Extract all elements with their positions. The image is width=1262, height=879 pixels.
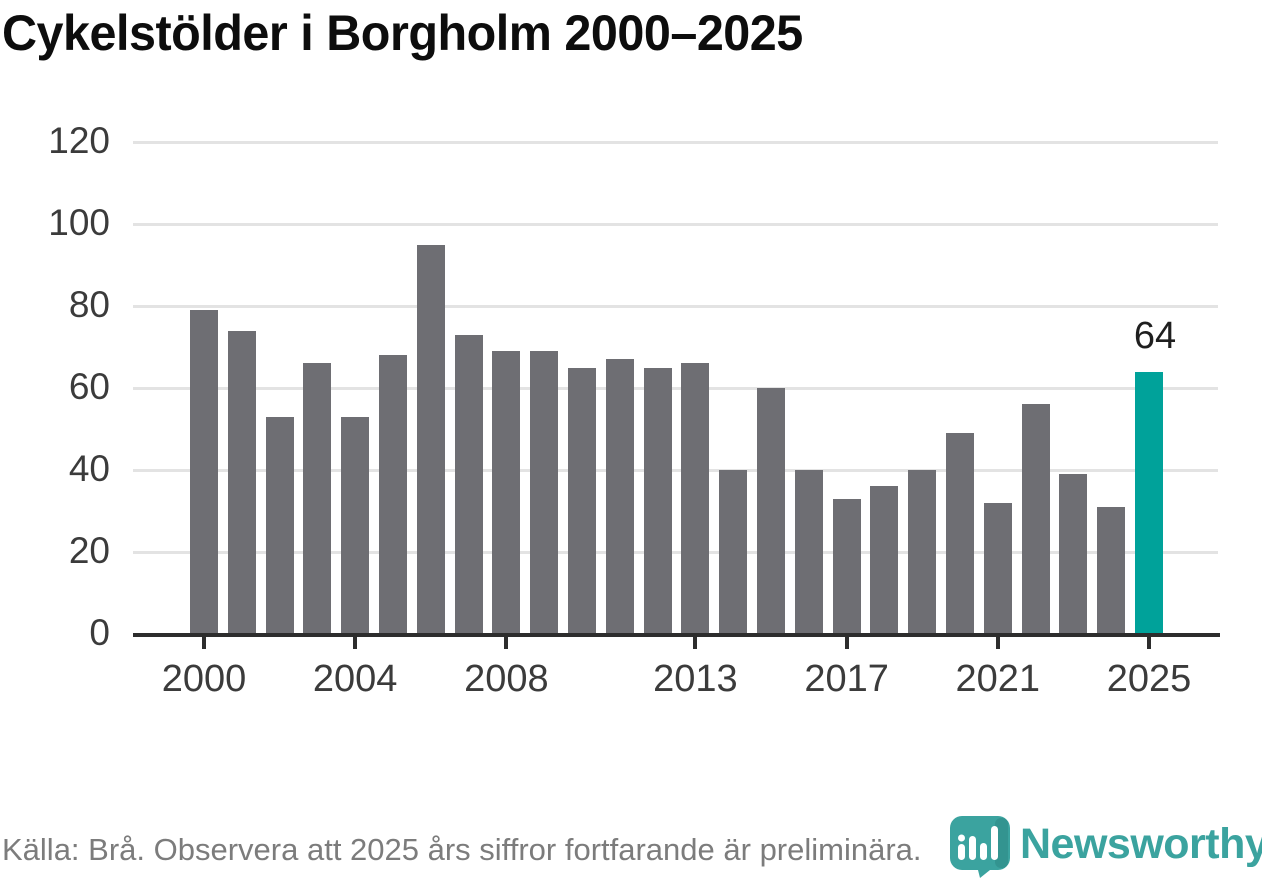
y-axis-label-120: 120 xyxy=(48,120,110,161)
bar-2008 xyxy=(492,351,521,635)
newsworthy-pin-icon xyxy=(948,814,1012,878)
gridline-100 xyxy=(133,223,1218,226)
bar-2011 xyxy=(605,359,634,635)
y-axis-label-80: 80 xyxy=(68,284,110,325)
x-axis-line xyxy=(133,633,1220,637)
y-axis-label-0: 0 xyxy=(89,612,110,653)
x-axis-label-2013: 2013 xyxy=(653,658,738,700)
gridline-20 xyxy=(133,551,1218,554)
bar-2014 xyxy=(719,470,748,635)
x-axis-label-2017: 2017 xyxy=(804,658,889,700)
x-axis-label-2004: 2004 xyxy=(312,658,398,700)
bar-2024 xyxy=(1097,506,1126,635)
gridline-120 xyxy=(133,141,1218,145)
bar-2000 xyxy=(190,310,218,635)
y-axis-label-60: 60 xyxy=(68,366,110,407)
gridline-40 xyxy=(133,469,1218,472)
bar-2004 xyxy=(341,416,370,635)
bar-2025 xyxy=(1135,371,1163,635)
source-note: Källa: Brå. Observera att 2025 års siffr… xyxy=(2,832,922,867)
bar-2019 xyxy=(908,470,937,635)
bar-2005 xyxy=(379,355,407,635)
plot-area xyxy=(133,141,1220,635)
x-axis-label-2000: 2000 xyxy=(161,658,247,700)
bar-2002 xyxy=(265,416,294,635)
bar-2009 xyxy=(530,351,559,635)
newsworthy-logo: Newsworthy xyxy=(948,814,1262,878)
bar-2021 xyxy=(983,502,1012,635)
bar-2022 xyxy=(1021,404,1050,635)
bar-2007 xyxy=(454,334,483,635)
x-tick-2025 xyxy=(1147,633,1151,649)
y-axis-label-20: 20 xyxy=(68,530,110,571)
gridline-60 xyxy=(133,387,1218,390)
bar-2020 xyxy=(946,433,974,635)
bar-2013 xyxy=(681,363,710,635)
bar-2015 xyxy=(757,388,785,635)
bar-2001 xyxy=(227,330,256,635)
bar-2017 xyxy=(832,498,861,635)
x-tick-2013 xyxy=(693,633,698,649)
chart-title: Cykelstölder i Borgholm 2000–2025 xyxy=(2,5,803,61)
bar-2023 xyxy=(1059,474,1088,635)
x-tick-2008 xyxy=(504,633,509,649)
y-axis-label-100: 100 xyxy=(48,202,110,243)
newsworthy-wordmark: Newsworthy xyxy=(1020,820,1262,868)
bar-2016 xyxy=(794,470,823,635)
x-tick-2000 xyxy=(202,633,206,649)
value-label-2025: 64 xyxy=(1133,314,1177,357)
bar-2003 xyxy=(303,363,332,635)
bar-2018 xyxy=(870,486,899,635)
x-axis-label-2008: 2008 xyxy=(464,658,549,700)
bar-2012 xyxy=(643,367,672,635)
x-axis-label-2021: 2021 xyxy=(955,658,1041,700)
bar-2010 xyxy=(568,367,596,635)
x-axis-label-2025: 2025 xyxy=(1106,658,1192,700)
y-axis-label-40: 40 xyxy=(68,448,110,489)
bar-2006 xyxy=(416,244,445,635)
gridline-80 xyxy=(133,305,1218,308)
x-tick-2004 xyxy=(353,633,358,649)
x-tick-2021 xyxy=(995,633,1000,649)
x-tick-2017 xyxy=(844,633,849,649)
